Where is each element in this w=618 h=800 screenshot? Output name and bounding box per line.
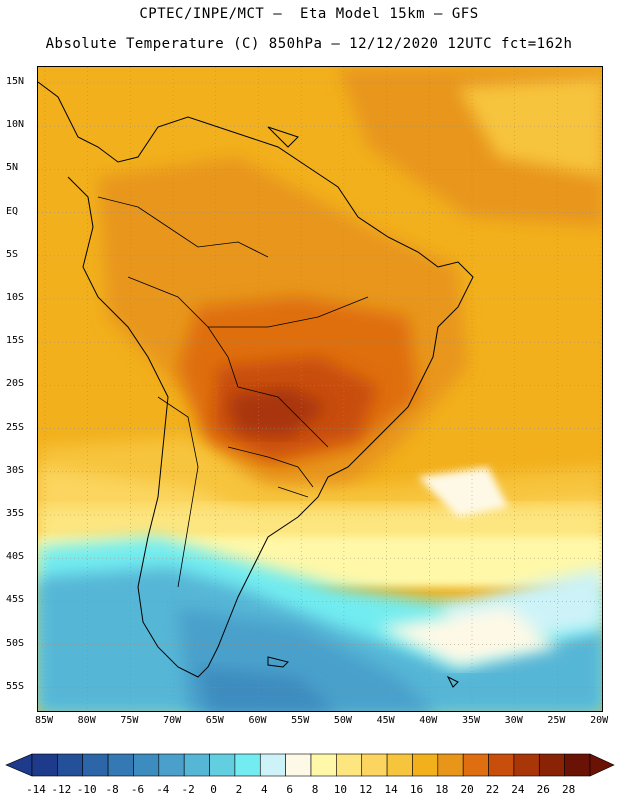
colorbar-swatch bbox=[158, 753, 185, 777]
lat-label: 50S bbox=[6, 637, 25, 649]
country-borders bbox=[97, 196, 369, 588]
lon-label: 25W bbox=[547, 715, 566, 726]
colorbar-swatch bbox=[133, 753, 160, 777]
colorbar-swatch bbox=[31, 753, 58, 777]
lon-label: 60W bbox=[248, 715, 267, 726]
lon-label: 40W bbox=[419, 715, 438, 726]
colorbar-tick-label: 4 bbox=[260, 783, 268, 796]
colorbar-swatch bbox=[488, 753, 515, 777]
colorbar-swatch bbox=[564, 753, 591, 777]
lat-label: 10S bbox=[6, 292, 25, 303]
colorbar-tick-label: 28 bbox=[562, 783, 576, 796]
temperature-field bbox=[38, 67, 602, 711]
title-line-2: Absolute Temperature (C) 850hPa – 12/12/… bbox=[45, 36, 573, 52]
colorbar-tick-label: -14 bbox=[26, 783, 46, 796]
lon-label: 75W bbox=[120, 715, 139, 726]
colorbar-tick-label: -6 bbox=[130, 783, 145, 796]
colorbar-tick-label: 6 bbox=[286, 783, 293, 796]
lon-label: 55W bbox=[291, 715, 310, 726]
colorbar-swatch bbox=[386, 753, 413, 777]
lat-label: 30S bbox=[6, 464, 25, 476]
colorbar-swatch bbox=[336, 753, 363, 777]
lon-label: 65W bbox=[205, 715, 224, 726]
lat-label: 55S bbox=[6, 680, 25, 692]
colorbar-swatch bbox=[57, 753, 84, 777]
colorbar-right-arrow bbox=[589, 753, 615, 777]
lon-label: 85W bbox=[34, 715, 54, 726]
colorbar-swatch bbox=[310, 753, 337, 777]
lon-label: 30W bbox=[504, 715, 523, 726]
colorbar-left-arrow bbox=[5, 753, 33, 777]
colorbar-swatch bbox=[107, 753, 134, 777]
lat-label: EQ bbox=[6, 205, 19, 217]
title-line-1: CPTEC/INPE/MCT – Eta Model 15km – GFS bbox=[139, 6, 479, 22]
color-legend bbox=[5, 753, 615, 777]
lat-label: 45S bbox=[6, 594, 25, 606]
colorbar-swatch bbox=[437, 753, 464, 777]
colorbar-tick-label: 8 bbox=[311, 783, 319, 796]
colorbar-swatch bbox=[513, 753, 540, 777]
lon-label: 45W bbox=[376, 715, 395, 726]
map-canvas bbox=[38, 67, 602, 711]
colorbar-tick-label: -12 bbox=[51, 783, 72, 796]
lat-label: 10N bbox=[6, 119, 25, 131]
lon-label: 20W bbox=[590, 715, 609, 726]
colorbar-swatch bbox=[183, 753, 210, 777]
colorbar-swatch bbox=[82, 753, 109, 777]
lat-label: 15N bbox=[6, 76, 25, 87]
colorbar-tick-label: -2 bbox=[181, 783, 195, 796]
lon-label: 50W bbox=[333, 715, 352, 726]
lat-label: 5N bbox=[6, 162, 19, 174]
colorbar-swatch bbox=[361, 753, 388, 777]
colorbar-swatch bbox=[462, 753, 489, 777]
lat-label: 35S bbox=[6, 508, 25, 519]
lat-label: 40S bbox=[6, 551, 25, 563]
colorbar-tick-label: 0 bbox=[210, 783, 217, 796]
colorbar-tick-label: 26 bbox=[536, 783, 550, 796]
lon-label: 80W bbox=[77, 715, 96, 726]
colorbar-tick-label: 10 bbox=[333, 783, 347, 796]
temperature-map bbox=[37, 66, 603, 712]
colorbar-tick-label: -4 bbox=[156, 783, 170, 796]
lat-label: 5S bbox=[6, 248, 19, 260]
lat-label: 25S bbox=[6, 421, 25, 433]
lat-label: 20S bbox=[6, 378, 25, 390]
lat-label: 15S bbox=[6, 335, 25, 347]
colorbar-tick-label: 20 bbox=[460, 783, 474, 796]
colorbar-tick-label: -8 bbox=[105, 783, 119, 796]
colorbar-swatch bbox=[412, 753, 439, 777]
colorbar-tick-label: 18 bbox=[435, 783, 449, 796]
colorbar-tick-label: 16 bbox=[409, 783, 424, 796]
lon-label: 70W bbox=[163, 715, 182, 726]
colorbar-tick-label: 2 bbox=[235, 783, 243, 796]
colorbar-tick-label: 24 bbox=[511, 783, 525, 796]
lon-label: 35W bbox=[461, 715, 481, 726]
colorbar-swatch bbox=[234, 753, 261, 777]
colorbar-swatch bbox=[538, 753, 565, 777]
coastline bbox=[38, 81, 474, 688]
colorbar-swatch bbox=[285, 753, 312, 777]
colorbar-tick-label: -10 bbox=[76, 783, 97, 796]
colorbar-tick-label: 14 bbox=[384, 783, 398, 796]
colorbar-tick-label: 12 bbox=[359, 783, 373, 796]
colorbar-tick-label: 22 bbox=[485, 783, 500, 796]
colorbar-swatch bbox=[209, 753, 236, 777]
colorbar-swatch bbox=[259, 753, 286, 777]
